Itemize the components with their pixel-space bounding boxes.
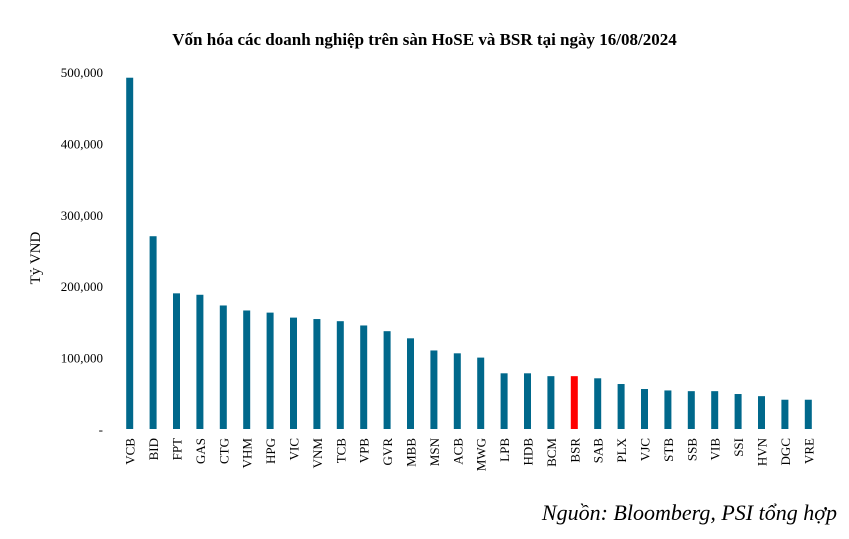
bar-mwg — [477, 357, 485, 429]
x-tick-label: VHM — [240, 438, 255, 469]
bar-vhm — [243, 310, 251, 429]
x-tick-label: ACB — [450, 438, 465, 465]
bar-vpb — [360, 325, 368, 429]
x-tick-label: HDB — [521, 438, 536, 466]
bar-plx — [617, 384, 625, 429]
bar-vre — [804, 399, 812, 429]
x-tick-label: BID — [146, 438, 161, 460]
x-tick-label: VJC — [638, 438, 653, 461]
bar-fpt — [173, 293, 180, 429]
bar-msn — [430, 350, 438, 429]
bar-dgc — [781, 399, 789, 429]
y-tick-label: 500,000 — [61, 65, 103, 80]
bar-tcb — [336, 321, 344, 429]
y-axis: - 100,000 200,000 300,000 400,000 500,000 — [61, 65, 103, 437]
x-tick-label: VPB — [357, 438, 372, 464]
x-tick-label: SSB — [684, 438, 699, 461]
x-tick-label: VIB — [708, 438, 723, 461]
x-tick-label: BCM — [544, 438, 559, 467]
x-tick-label: HPG — [263, 438, 278, 464]
bar-hpg — [266, 312, 274, 429]
x-tick-label: SAB — [591, 438, 606, 464]
chart-title: Vốn hóa các doanh nghiệp trên sàn HoSE v… — [172, 30, 677, 49]
x-tick-label: VCB — [123, 438, 138, 465]
x-tick-label: STB — [661, 438, 676, 462]
bar-vjc — [641, 389, 648, 429]
x-tick-label: VIC — [287, 438, 302, 460]
bar-gvr — [383, 331, 391, 429]
x-tick-label: MSN — [427, 437, 442, 466]
x-tick-label: CTG — [216, 438, 231, 464]
bar-gas — [196, 294, 204, 429]
bar-stb — [664, 390, 672, 429]
x-tick-label: SSI — [731, 438, 746, 457]
x-tick-label: TCB — [333, 438, 348, 464]
y-tick-label: 200,000 — [61, 279, 103, 294]
x-axis: VCB BID FPT GAS CTG VHM HPG VIC VNM TCB VPB GVR MBB M… — [123, 437, 817, 471]
bar-bsr — [570, 376, 578, 429]
bar-ssi — [734, 394, 742, 429]
x-tick-label: FPT — [170, 438, 185, 460]
bar-ctg — [219, 305, 227, 429]
bar-vib — [711, 391, 719, 429]
bar-acb — [453, 353, 461, 429]
bar-hvn — [758, 396, 765, 429]
bars — [126, 77, 812, 429]
x-tick-label: HVN — [755, 437, 770, 466]
x-tick-label: BSR — [567, 438, 582, 463]
bar-ssb — [687, 391, 695, 429]
x-tick-label: MWG — [474, 438, 489, 471]
x-tick-label: VNM — [310, 438, 325, 469]
bar-sab — [594, 378, 602, 429]
y-tick-label: - — [99, 422, 103, 437]
source-note: Nguồn: Bloomberg, PSI tổng hợp — [541, 500, 837, 525]
x-tick-label: MBB — [404, 438, 419, 467]
x-tick-label: DGC — [778, 438, 793, 465]
bar-bcm — [547, 376, 555, 429]
x-tick-label: GAS — [193, 438, 208, 464]
y-axis-label: Tỷ VND — [28, 232, 44, 285]
x-tick-label: LPB — [497, 438, 512, 462]
bar-bid — [149, 236, 157, 429]
x-tick-label: VRE — [801, 438, 816, 464]
y-tick-label: 300,000 — [61, 208, 103, 223]
y-tick-label: 100,000 — [61, 351, 103, 366]
bar-hdb — [524, 373, 531, 429]
bar-mbb — [407, 338, 414, 429]
y-tick-label: 400,000 — [61, 136, 103, 151]
bar-vic — [290, 317, 297, 429]
bar-vcb — [126, 77, 134, 429]
x-tick-label: GVR — [380, 438, 395, 466]
bar-vnm — [313, 319, 321, 429]
bar-lpb — [500, 373, 508, 429]
x-tick-label: PLX — [614, 437, 629, 462]
